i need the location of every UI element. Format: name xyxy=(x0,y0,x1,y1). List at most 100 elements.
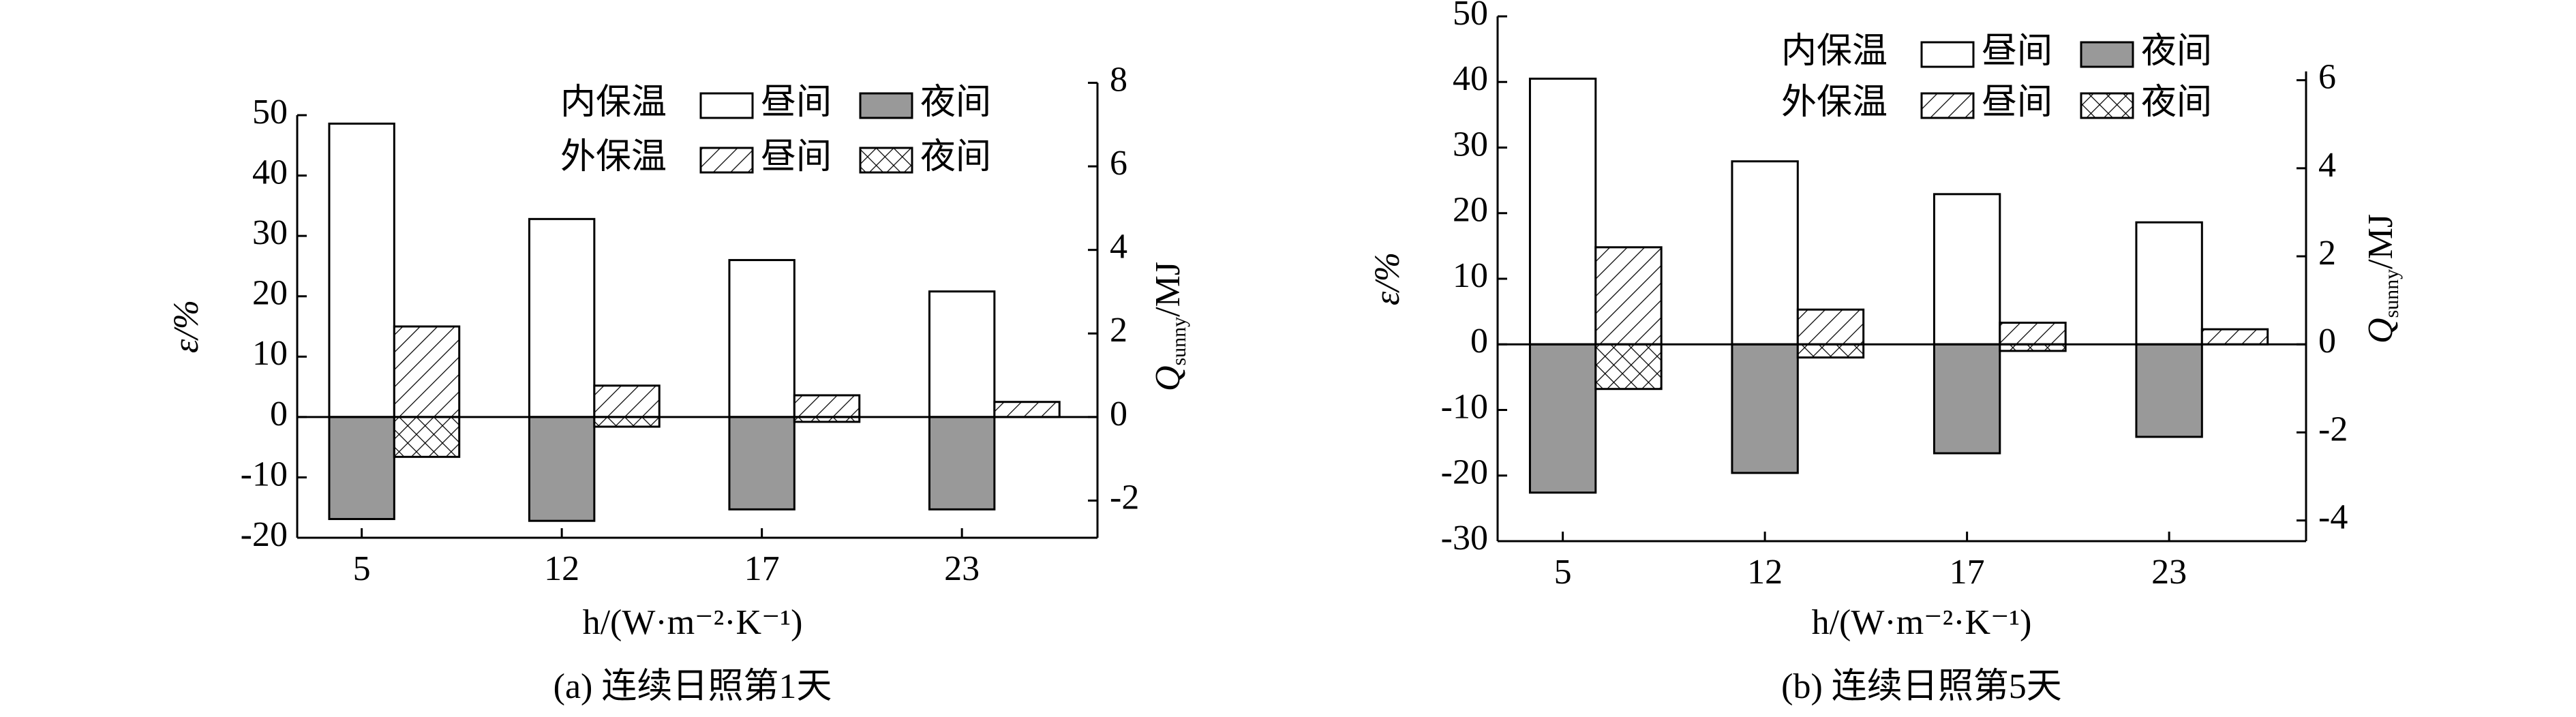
y2-tick-label: -4 xyxy=(2318,498,2348,537)
y2-tick-label: -2 xyxy=(1110,478,1139,517)
x-axis-label: h/(W·m⁻²·K⁻¹) xyxy=(583,603,803,642)
bar xyxy=(1731,343,1799,474)
legend-swatch xyxy=(699,92,754,119)
legend-label: 夜间 xyxy=(920,138,991,177)
legend-swatch xyxy=(2080,41,2134,68)
bar xyxy=(1999,321,2067,346)
y2-tick-label: 4 xyxy=(2318,146,2336,185)
y-tick-label: -30 xyxy=(1441,519,1488,558)
x-tick-label: 12 xyxy=(544,549,579,588)
legend-label: 昼间 xyxy=(1982,83,2052,122)
bar xyxy=(1796,308,1865,346)
bar xyxy=(1933,343,2001,455)
y-tick-label: 40 xyxy=(1453,59,1488,98)
x-tick-label: 23 xyxy=(2151,553,2187,592)
legend-swatch xyxy=(699,147,754,174)
y-tick-label: 0 xyxy=(270,395,288,433)
caption: (b) 连续日照第5天 xyxy=(1781,667,2062,706)
bar xyxy=(928,416,996,510)
bar xyxy=(1594,246,1663,346)
bar xyxy=(1528,77,1597,346)
y-tick-label: -10 xyxy=(241,455,288,493)
bar xyxy=(593,416,661,428)
y-tick-label: 30 xyxy=(1453,125,1488,164)
x-tick-label: 23 xyxy=(944,549,980,588)
y2-label-symbol: Q xyxy=(1149,366,1187,392)
bar xyxy=(1731,160,1799,346)
x-tick-label: 5 xyxy=(353,549,371,588)
legend-swatch xyxy=(859,92,913,119)
legend-swatch xyxy=(859,147,913,174)
y2-tick-label: -2 xyxy=(2318,410,2348,448)
legend-label: 昼间 xyxy=(1982,32,2052,71)
legend-label: 夜间 xyxy=(2141,32,2212,71)
bar xyxy=(1594,343,1663,391)
y-tick-label: 20 xyxy=(1453,191,1488,230)
legend-label: 昼间 xyxy=(761,83,832,122)
x-tick-label: 5 xyxy=(1554,553,1572,592)
x-tick-label: 12 xyxy=(1747,553,1783,592)
legend-swatch xyxy=(1920,92,1975,119)
y-tick-label: 10 xyxy=(252,334,288,373)
bar xyxy=(328,122,395,418)
bar xyxy=(2200,328,2269,346)
x-axis-label: h/(W·m⁻²·K⁻¹) xyxy=(1812,603,2032,642)
y2-tick-label: 6 xyxy=(1110,144,1127,183)
y-tick-label: 40 xyxy=(252,153,288,192)
bar xyxy=(328,416,395,521)
bar xyxy=(1796,343,1865,358)
legend-label: 夜间 xyxy=(2141,83,2212,122)
y2-label-symbol: Q xyxy=(2361,318,2400,344)
bar xyxy=(1528,343,1597,494)
y2-label-subscript: sunny xyxy=(1168,317,1190,366)
y-tick-label: -20 xyxy=(1441,453,1488,492)
y2-axis-label: Qsunny/MJ xyxy=(1149,262,1190,391)
y-tick-label: 20 xyxy=(252,274,288,313)
y2-label-unit: /MJ xyxy=(1149,262,1187,317)
caption: (a) 连续日照第1天 xyxy=(554,667,832,706)
y-tick-label: -20 xyxy=(241,515,288,554)
y2-label-unit: /MJ xyxy=(2361,214,2400,269)
legend-swatch xyxy=(2080,92,2134,119)
y-tick-label: 50 xyxy=(252,93,288,132)
bar xyxy=(528,217,596,418)
y2-tick-label: 8 xyxy=(1110,60,1127,99)
y-tick-label: -10 xyxy=(1441,387,1488,426)
legend-swatch xyxy=(1920,41,1975,68)
bar xyxy=(528,416,596,522)
bar xyxy=(2135,221,2203,346)
bar xyxy=(793,394,861,418)
legend-label: 夜间 xyxy=(920,83,991,122)
y-tick-label: 50 xyxy=(1453,0,1488,33)
y-tick-label: 0 xyxy=(1470,322,1488,361)
bar xyxy=(593,384,661,418)
bar xyxy=(2135,343,2203,438)
y2-tick-label: 2 xyxy=(1110,311,1127,350)
bar xyxy=(928,290,996,418)
y2-tick-label: 2 xyxy=(2318,234,2336,273)
bar xyxy=(393,416,461,458)
legend-group: 外保温 xyxy=(560,138,667,177)
y2-axis-label: Qsunny/MJ xyxy=(2361,214,2403,344)
y2-tick-label: 4 xyxy=(1110,228,1127,266)
y-axis-label: ε/% xyxy=(1368,252,1407,305)
legend-group: 内保温 xyxy=(1781,32,1888,71)
bar xyxy=(1933,193,2001,346)
x-tick-label: 17 xyxy=(1950,553,1985,592)
y-tick-label: 30 xyxy=(252,213,288,252)
bar xyxy=(728,259,795,418)
x-tick-label: 17 xyxy=(744,549,780,588)
y2-label-subscript: sunny xyxy=(2380,269,2403,318)
bar xyxy=(393,325,461,418)
y-axis-label: ε/% xyxy=(167,300,206,353)
legend-group: 外保温 xyxy=(1781,83,1888,122)
y-tick-label: 10 xyxy=(1453,256,1488,295)
legend-label: 昼间 xyxy=(761,138,832,177)
legend-group: 内保温 xyxy=(560,83,667,122)
bar xyxy=(993,401,1061,418)
y2-tick-label: 6 xyxy=(2318,58,2336,97)
y2-tick-label: 0 xyxy=(1110,395,1127,433)
bar xyxy=(728,416,795,510)
y2-tick-label: 0 xyxy=(2318,322,2336,361)
